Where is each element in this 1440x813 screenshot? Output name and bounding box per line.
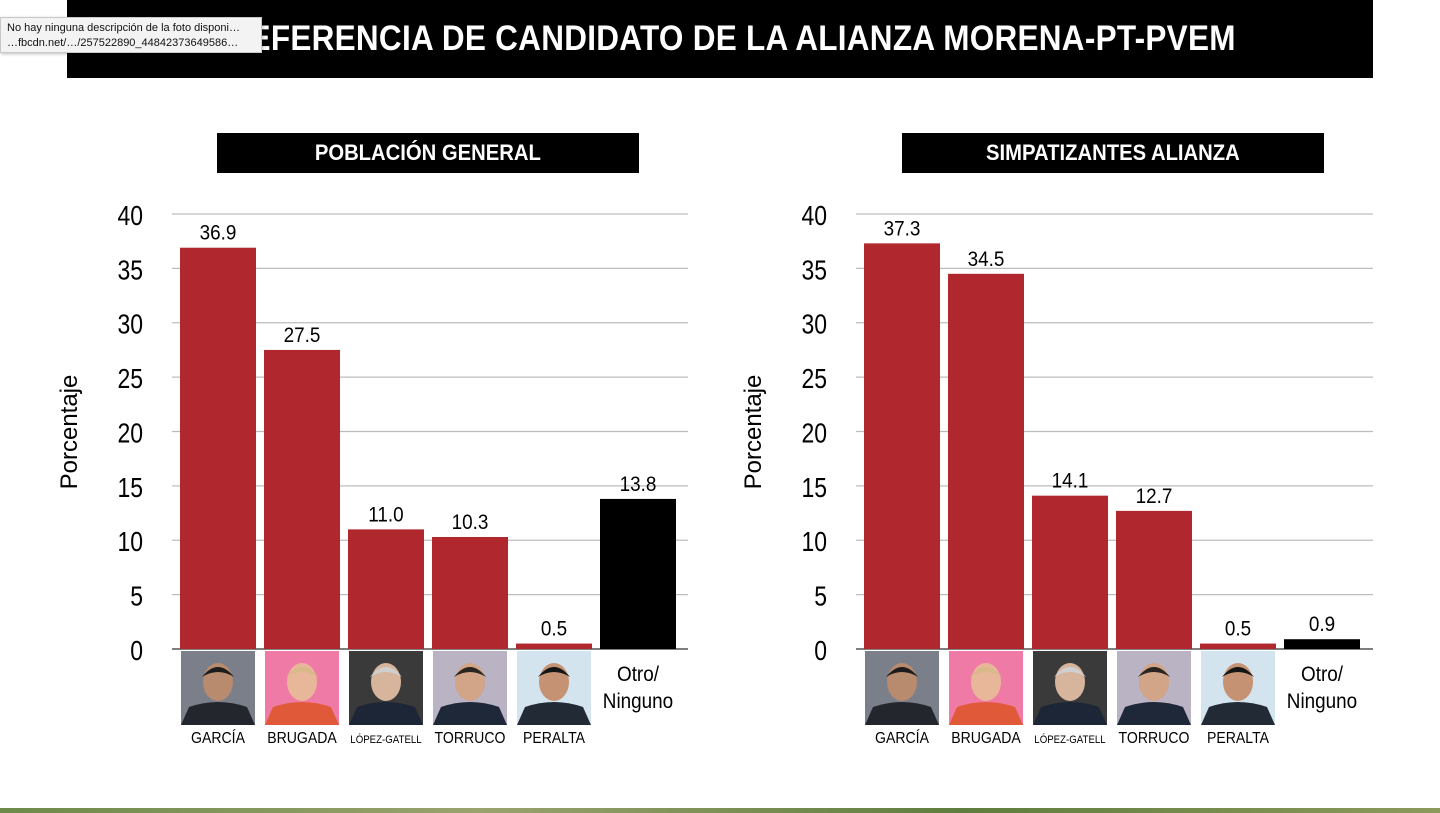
y-tick-label: 15 (801, 473, 827, 504)
page-title: PREFERENCIA DE CANDIDATO DE LA ALIANZA M… (204, 19, 1236, 58)
bar-6 (600, 498, 676, 649)
candidate-photo-body (517, 702, 591, 725)
x-tick-label: TORRUCO (435, 729, 506, 747)
x-tick-label: GARCÍA (875, 729, 930, 747)
candidate-photo-hair (1054, 667, 1086, 677)
data-label: 13.8 (620, 473, 657, 496)
bar-2 (264, 349, 340, 649)
candidate-photo-body (265, 702, 339, 725)
candidate-photo-body (1201, 702, 1275, 725)
y-tick-label: 20 (117, 418, 143, 449)
candidate-photo-body (433, 702, 507, 725)
tooltip-line-2: …fbcdn.net/…/257522890_44842373649586… (7, 37, 239, 49)
candidate-photo-body (865, 702, 939, 725)
candidate-photo-hair (202, 667, 234, 677)
data-label: 12.7 (1136, 485, 1173, 508)
data-label: 10.3 (452, 511, 489, 534)
y-tick-label: 5 (814, 582, 827, 613)
bar-5 (516, 643, 592, 649)
y-tick-label: 15 (117, 473, 143, 504)
candidate-photo-hair (538, 667, 570, 677)
chart-title-simpatizantes-alianza: SIMPATIZANTES ALIANZA (902, 133, 1324, 173)
candidate-photo-hair (286, 667, 318, 677)
x-tick-label-other-line2: Ninguno (1287, 690, 1357, 713)
data-label: 11.0 (368, 504, 403, 527)
y-tick-label: 30 (117, 310, 143, 341)
candidate-photo-hair (454, 667, 486, 677)
y-tick-label: 20 (801, 418, 827, 449)
y-tick-label: 25 (801, 364, 827, 395)
y-tick-label: 5 (130, 582, 143, 613)
data-label: 36.9 (200, 222, 237, 245)
data-label: 0.5 (1225, 618, 1251, 641)
candidate-photo-body (1033, 702, 1107, 725)
y-axis-label: Porcentaje (740, 375, 767, 490)
x-tick-label-other-line1: Otro/ (617, 663, 659, 686)
candidate-photo-body (349, 702, 423, 725)
y-tick-label: 0 (814, 636, 827, 667)
y-tick-label: 35 (801, 255, 827, 286)
data-label: 14.1 (1052, 470, 1089, 493)
candidate-photo-body (1117, 702, 1191, 725)
candidate-photo-body (181, 702, 255, 725)
data-label: 0.5 (541, 618, 567, 641)
bar-4 (1116, 510, 1192, 649)
data-label: 34.5 (968, 248, 1005, 271)
bar-6 (1284, 639, 1360, 649)
title-bar: PREFERENCIA DE CANDIDATO DE LA ALIANZA M… (67, 0, 1373, 78)
x-tick-label-other-line1: Otro/ (1301, 663, 1343, 686)
y-tick-label: 0 (130, 636, 143, 667)
bar-1 (864, 243, 940, 650)
x-tick-label-other-line2: Ninguno (603, 690, 673, 713)
bar-5 (1200, 643, 1276, 649)
bar-3 (348, 529, 424, 649)
bar-4 (432, 536, 508, 649)
x-tick-label: GARCÍA (191, 729, 246, 747)
chart-title-poblacion-general: POBLACIÓN GENERAL (217, 133, 639, 173)
x-tick-label: PERALTA (1207, 729, 1270, 747)
data-label: 27.5 (284, 324, 321, 347)
image-tooltip: No hay ninguna descripción de la foto di… (0, 17, 262, 53)
tooltip-line-1: No hay ninguna descripción de la foto di… (7, 22, 240, 34)
candidate-photo-hair (1138, 667, 1170, 677)
bar-1 (180, 247, 256, 649)
x-tick-label: BRUGADA (951, 729, 1021, 747)
x-tick-label: TORRUCO (1119, 729, 1190, 747)
y-tick-label: 10 (117, 527, 143, 558)
bottom-strip (0, 808, 1440, 813)
bar-3 (1032, 495, 1108, 649)
chart-title-text: POBLACIÓN GENERAL (314, 140, 542, 165)
candidate-photo-hair (886, 667, 918, 677)
x-tick-label: LÓPEZ-GATELL (1034, 732, 1106, 746)
bar-2 (948, 273, 1024, 649)
x-tick-label: LÓPEZ-GATELL (350, 732, 422, 746)
data-label: 37.3 (884, 217, 921, 240)
y-tick-label: 25 (117, 364, 143, 395)
candidate-photo-hair (1222, 667, 1254, 677)
candidate-photo-hair (970, 667, 1002, 677)
y-tick-label: 35 (117, 255, 143, 286)
y-tick-label: 40 (801, 201, 827, 232)
chart-title-text: SIMPATIZANTES ALIANZA (986, 140, 1240, 165)
y-tick-label: 40 (117, 201, 143, 232)
data-label: 0.9 (1309, 613, 1335, 636)
y-axis-label: Porcentaje (56, 375, 83, 490)
candidate-photo-hair (370, 667, 402, 677)
x-tick-label: PERALTA (523, 729, 586, 747)
x-tick-label: BRUGADA (267, 729, 337, 747)
y-tick-label: 10 (801, 527, 827, 558)
y-tick-label: 30 (801, 310, 827, 341)
candidate-photo-body (949, 702, 1023, 725)
